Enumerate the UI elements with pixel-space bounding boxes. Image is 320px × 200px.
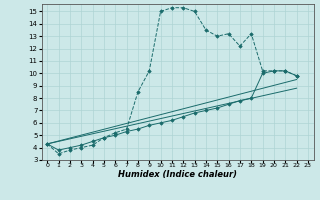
X-axis label: Humidex (Indice chaleur): Humidex (Indice chaleur) [118,170,237,179]
